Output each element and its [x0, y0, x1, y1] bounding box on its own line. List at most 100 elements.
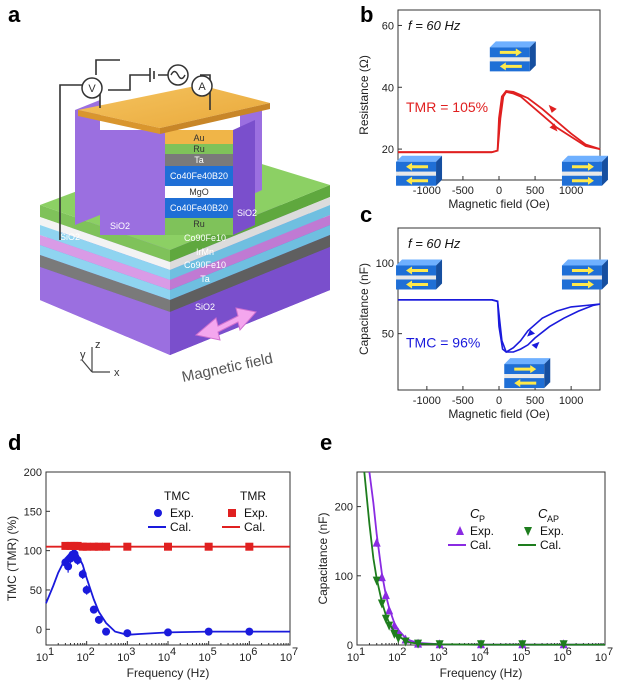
legend-cp-cal: Cal. [470, 538, 491, 552]
layer-label-sio2-bottom: SiO2 [195, 302, 215, 312]
mtj-side-face [436, 259, 443, 290]
x-tick-label: 10 [471, 652, 483, 664]
mtj-arrow-head-icon [515, 48, 522, 57]
x-tick-exponent: 1 [48, 646, 54, 658]
mtj-side-face [601, 259, 608, 290]
axis-label-y: y [80, 349, 86, 361]
x-tick-label: 10 [117, 652, 129, 664]
layer-label-au: Au [193, 133, 204, 143]
data-point [385, 621, 394, 631]
y-tick-label: 50 [382, 329, 394, 341]
legend-cap-exp: Exp. [540, 524, 564, 538]
x-tick-label: 0 [496, 185, 502, 197]
mtj-arrow-head-icon [587, 266, 594, 275]
calc-line [363, 471, 605, 646]
x-tick-exponent: 4 [170, 646, 176, 658]
mtj-parallel-right-icon [561, 155, 608, 186]
x-tick-exponent: 7 [607, 646, 613, 658]
device-schematic: Au Ru Ta Co40Fe40B20 MgO Co40Fe40B20 Ru … [40, 59, 330, 386]
y-tick-label: 100 [24, 546, 42, 558]
data-point [64, 562, 73, 571]
side-label-sio2-right: SiO2 [237, 208, 257, 218]
x-tick-label: 10 [280, 652, 292, 664]
legend-tmc-title: TMC [164, 489, 190, 503]
legend-tmr-title: TMR [240, 489, 266, 503]
x-tick-exponent: 3 [442, 646, 448, 658]
ammeter-icon: A [191, 75, 213, 97]
x-tick-label: 10 [199, 652, 211, 664]
mtj-top-face [561, 259, 608, 266]
y-tick-label: 100 [376, 258, 394, 270]
mtj-top-face [489, 41, 536, 48]
y-tick-label: 0 [36, 624, 42, 636]
plot-d: 10 1 10 2 10 3 10 4 10 5 10 6 10 7050100150200Frequen… [5, 467, 298, 680]
x-tick-label: 10 [430, 652, 442, 664]
mtj-arrow-head-icon [406, 266, 413, 275]
capacitance-curve-down [398, 299, 601, 353]
x-axis-label: Magnetic field (Oe) [448, 407, 549, 421]
tmc-annotation: TMC = 96% [406, 335, 480, 351]
y-tick-label: 60 [382, 20, 394, 32]
x-tick-label: -500 [452, 185, 474, 197]
mtj-arrow-head-icon [406, 280, 413, 289]
y-tick-label: 0 [347, 640, 353, 652]
svg-text:V: V [88, 83, 96, 95]
axis-label-z: z [95, 339, 101, 351]
mtj-arrow-head-icon [587, 162, 594, 171]
data-point [102, 627, 111, 636]
ac-source-icon [167, 64, 189, 86]
sweep-arrow-icon [548, 104, 557, 113]
layer-label-ta: Ta [200, 274, 210, 284]
mtj-side-face [601, 155, 608, 186]
mtj-antiparallel-icon [489, 41, 536, 72]
sweep-arrow-icon [549, 123, 558, 132]
x-tick-exponent: 5 [524, 646, 530, 658]
legend-cap-sub: AP [547, 514, 559, 524]
x-tick-label: -1000 [413, 185, 441, 197]
sweep-arrow-icon [527, 329, 536, 337]
x-tick-exponent: 3 [129, 646, 135, 658]
x-tick-label: 10 [512, 652, 524, 664]
plot-frame [356, 471, 606, 646]
sweep-arrow-icon [531, 341, 540, 349]
x-tick-label: 0 [496, 395, 502, 407]
panel-label-a: a [8, 2, 21, 27]
mtj-parallel-right-icon [561, 259, 608, 290]
mtj-parallel-left-icon [396, 155, 443, 186]
axes-gizmo-icon [81, 347, 110, 373]
y-tick-label: 100 [335, 571, 353, 583]
mtj-top-face [396, 259, 443, 266]
panel-label-c: c [360, 202, 372, 227]
y-tick-label: 200 [335, 502, 353, 514]
legend-cp-exp-marker [456, 526, 464, 535]
legend-tmc-exp-marker [154, 509, 162, 517]
data-point [381, 614, 390, 624]
x-tick-label: 10 [158, 652, 170, 664]
x-tick-exponent: 7 [292, 646, 298, 658]
svg-text:A: A [198, 81, 206, 93]
x-tick-label: 1000 [559, 395, 583, 407]
mtj-side-face [544, 358, 551, 389]
mtj-side-face [529, 41, 536, 72]
legend-tmc-cal: Cal. [170, 520, 191, 534]
legend-cap-title: C [538, 506, 548, 521]
plot-b: -1000 -500 0 500 1000 20 40 60 Magnetic field (O… [357, 9, 608, 211]
layer-label-mgo: MgO [189, 187, 209, 197]
layer-label-ru-top: Ru [193, 144, 205, 154]
y-axis-label: Resistance (Ω) [357, 55, 371, 135]
mtj-arrow-head-icon [530, 365, 537, 374]
magnetic-field-label: Magnetic field [180, 350, 274, 386]
axis-label-x: x [114, 367, 120, 379]
layer-label-cofeb-top: Co40Fe40B20 [170, 171, 228, 181]
side-label-sio2-left: SiO2 [110, 221, 130, 231]
layer-label-cofe-top: Co90Fe10 [184, 233, 226, 243]
y-axis-label: Capacitance (nF) [357, 263, 371, 355]
data-point [390, 629, 399, 639]
mtj-antiparallel-icon [504, 358, 551, 389]
mtj-arrow-head-icon [514, 379, 521, 388]
y-tick-label: 50 [30, 585, 42, 597]
calc-line [368, 471, 605, 646]
x-tick-label: 10 [554, 652, 566, 664]
side-label-sio2-front: SiO2 [60, 232, 80, 242]
